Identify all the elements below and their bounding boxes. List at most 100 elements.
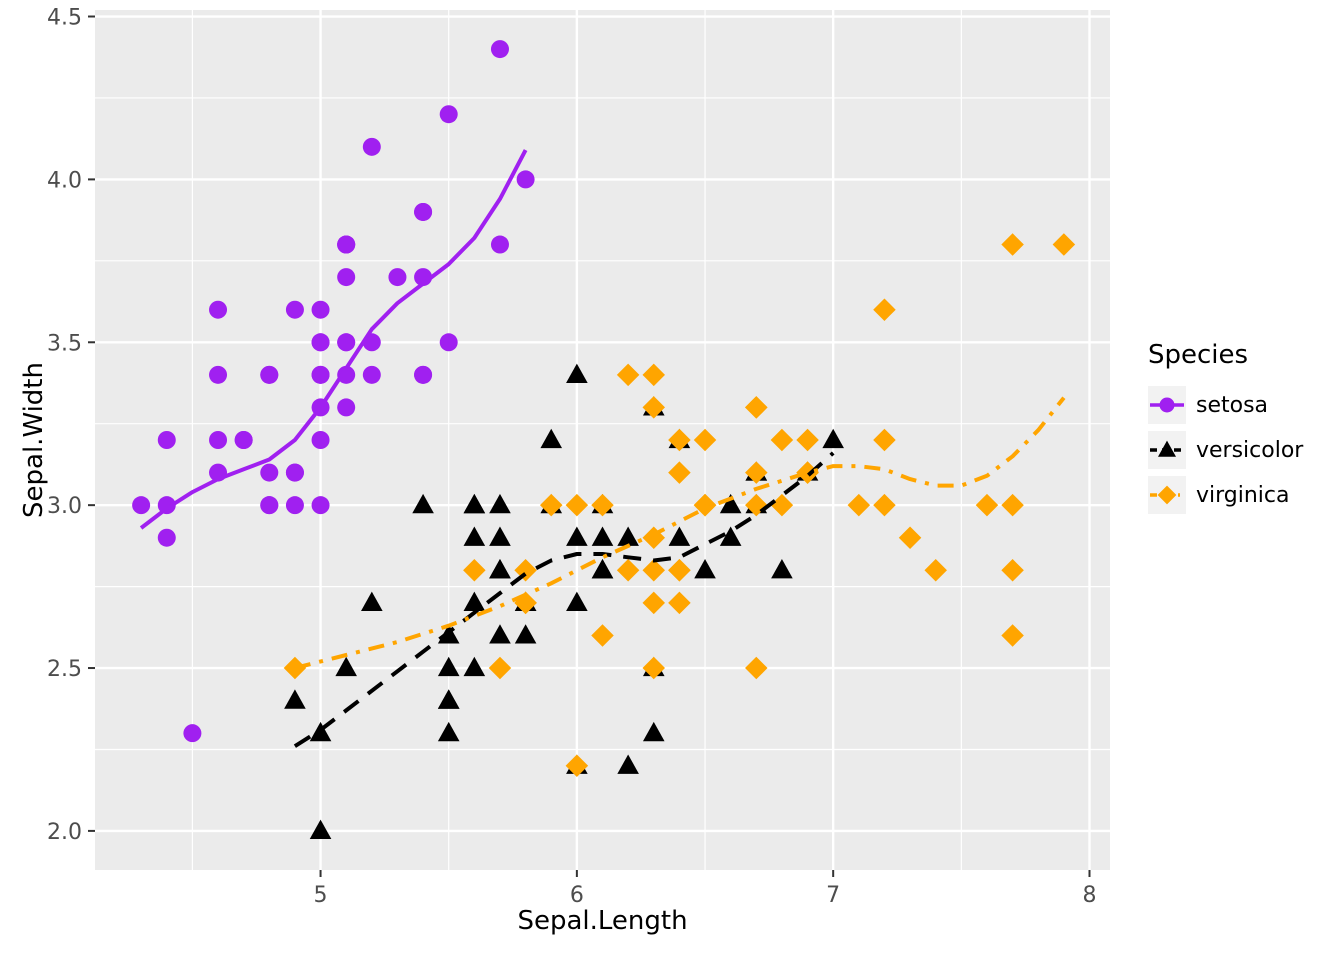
y-axis-title: Sepal.Width	[19, 362, 49, 518]
data-point-versicolor	[719, 493, 742, 514]
data-point-versicolor	[412, 493, 434, 514]
data-point-setosa	[490, 235, 509, 254]
data-point-virginica	[668, 461, 691, 484]
data-point-versicolor	[463, 526, 486, 546]
data-point-versicolor	[361, 591, 383, 611]
smooth-line-virginica	[294, 396, 1066, 670]
x-tick-label: 7	[826, 883, 840, 908]
data-point-versicolor	[284, 689, 306, 709]
x-tick-label: 5	[314, 883, 328, 908]
data-point-versicolor	[463, 493, 486, 514]
legend-item-versicolor: versicolor	[1148, 431, 1303, 469]
data-point-virginica	[873, 428, 896, 452]
data-point-setosa	[285, 463, 304, 482]
data-point-virginica	[1001, 233, 1024, 256]
x-tick-label: 6	[570, 883, 584, 908]
data-point-setosa	[388, 268, 407, 287]
data-point-virginica	[770, 428, 794, 452]
data-point-virginica	[642, 656, 666, 680]
data-point-setosa	[234, 431, 253, 449]
y-tick-label: 4.0	[47, 168, 82, 193]
data-point-virginica	[668, 591, 691, 615]
data-point-setosa	[337, 398, 356, 417]
data-point-setosa	[337, 365, 356, 384]
data-point-virginica	[693, 493, 717, 517]
data-point-versicolor	[335, 656, 357, 677]
data-point-virginica	[616, 559, 640, 582]
data-point-virginica	[642, 559, 666, 582]
data-point-setosa	[260, 496, 279, 515]
data-point-versicolor	[617, 754, 639, 774]
data-point-virginica	[745, 396, 768, 419]
data-point-virginica	[1001, 624, 1024, 647]
y-tick-label: 4.5	[47, 6, 82, 31]
data-point-virginica	[847, 493, 871, 517]
data-point-versicolor	[591, 526, 614, 546]
y-tick-label: 2.5	[47, 657, 82, 682]
data-point-virginica	[975, 493, 999, 517]
data-point-virginica	[565, 754, 589, 778]
data-point-versicolor	[591, 559, 614, 579]
data-point-setosa	[209, 300, 228, 319]
data-point-setosa	[311, 431, 330, 449]
data-point-virginica	[488, 656, 512, 680]
data-point-versicolor	[463, 656, 486, 677]
data-point-setosa	[414, 365, 433, 384]
data-point-versicolor	[489, 526, 511, 546]
data-point-versicolor	[437, 689, 460, 709]
data-point-versicolor	[566, 526, 588, 546]
data-point-versicolor	[309, 819, 332, 840]
data-point-versicolor	[822, 428, 844, 449]
data-point-setosa	[260, 463, 279, 482]
x-tick-label: 8	[1082, 883, 1096, 908]
legend-items: setosa versicolor virginica	[1148, 386, 1303, 514]
data-point-setosa	[260, 365, 279, 384]
data-point-virginica	[898, 526, 922, 549]
legend-item-virginica: virginica	[1148, 476, 1303, 514]
data-point-virginica	[924, 559, 947, 582]
data-point-virginica	[539, 493, 563, 517]
data-point-virginica	[668, 559, 691, 582]
data-point-versicolor	[719, 526, 742, 546]
data-point-setosa	[439, 105, 458, 124]
y-tick-label: 3.0	[47, 494, 82, 519]
data-point-setosa	[209, 365, 228, 384]
data-point-versicolor	[566, 591, 588, 611]
data-point-virginica	[642, 591, 666, 615]
data-point-versicolor	[540, 428, 563, 449]
data-point-versicolor	[309, 721, 332, 742]
data-point-versicolor	[437, 656, 460, 677]
panel-background	[95, 10, 1110, 870]
smooth-line-setosa	[139, 149, 528, 530]
data-point-setosa	[311, 365, 330, 384]
data-point-virginica	[668, 428, 691, 452]
data-point-virginica	[642, 396, 666, 419]
data-point-versicolor	[566, 363, 588, 383]
legend-key-marker-setosa	[1159, 397, 1175, 413]
data-point-versicolor	[437, 721, 460, 742]
data-point-virginica	[873, 493, 896, 517]
legend-label: versicolor	[1196, 437, 1304, 463]
data-point-setosa	[285, 300, 304, 319]
data-point-virginica	[565, 493, 589, 517]
legend-key-virginica-icon	[1148, 476, 1186, 514]
data-point-setosa	[337, 235, 356, 254]
data-point-setosa	[337, 333, 356, 352]
legend-key-setosa-icon	[1148, 386, 1186, 424]
data-point-virginica	[745, 461, 768, 484]
data-point-setosa	[285, 496, 304, 515]
data-point-versicolor	[771, 559, 793, 579]
data-point-virginica	[1052, 233, 1076, 256]
data-point-setosa	[183, 724, 202, 743]
data-point-virginica	[616, 363, 640, 387]
data-point-virginica	[642, 363, 666, 387]
legend-label: virginica	[1196, 482, 1290, 508]
legend: Species setosa versicolor virginica	[1148, 340, 1303, 521]
data-point-virginica	[591, 493, 614, 517]
data-point-virginica	[873, 298, 896, 321]
data-point-setosa	[516, 170, 535, 189]
data-point-setosa	[311, 496, 330, 515]
data-point-virginica	[1001, 559, 1024, 582]
legend-key-marker-versicolor	[1158, 440, 1176, 457]
